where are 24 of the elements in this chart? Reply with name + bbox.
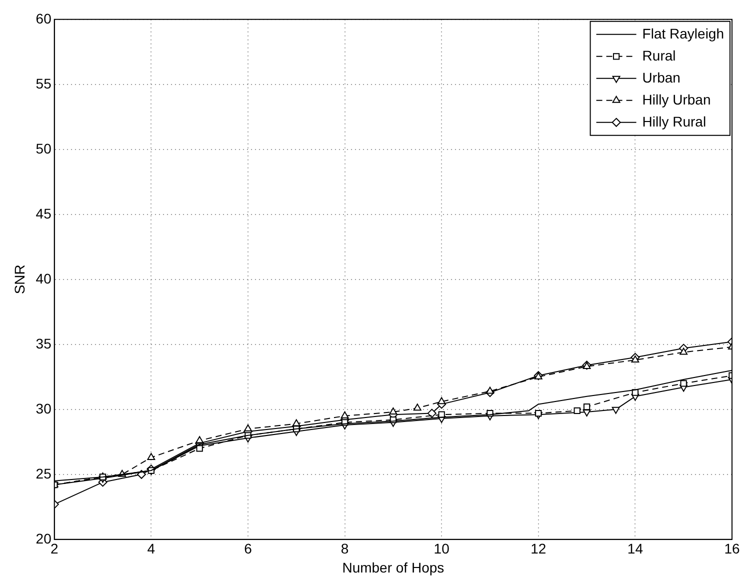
y-tick-label: 55 [36, 75, 52, 92]
y-tick-label: 35 [36, 335, 52, 352]
x-tick-label: 2 [50, 540, 58, 557]
x-tick-label: 12 [530, 540, 546, 557]
x-tick-label: 16 [724, 540, 740, 557]
y-tick-label: 20 [36, 530, 52, 546]
y-tick-label: 45 [36, 205, 52, 222]
legend-label: Flat Rayleigh [642, 25, 724, 42]
legend-label: Rural [642, 47, 676, 64]
x-tick-label: 8 [340, 540, 349, 557]
x-tick-label: 10 [434, 540, 450, 557]
y-tick-label: 30 [36, 400, 52, 416]
y-tick-label: 50 [36, 140, 52, 156]
x-tick-label: 4 [147, 540, 156, 557]
y-axis-title: SNR [11, 264, 28, 294]
x-tick-label: 6 [244, 540, 252, 557]
legend-label: Hilly Urban [642, 91, 711, 108]
y-tick-label: 60 [36, 10, 52, 26]
x-tick-label: 14 [627, 540, 644, 557]
y-tick-label: 40 [36, 270, 52, 286]
x-axis-title: Number of Hops [342, 559, 444, 576]
y-tick-label: 25 [36, 465, 52, 482]
legend-label: Urban [642, 69, 680, 86]
legend-label: Hilly Rural [642, 113, 706, 130]
